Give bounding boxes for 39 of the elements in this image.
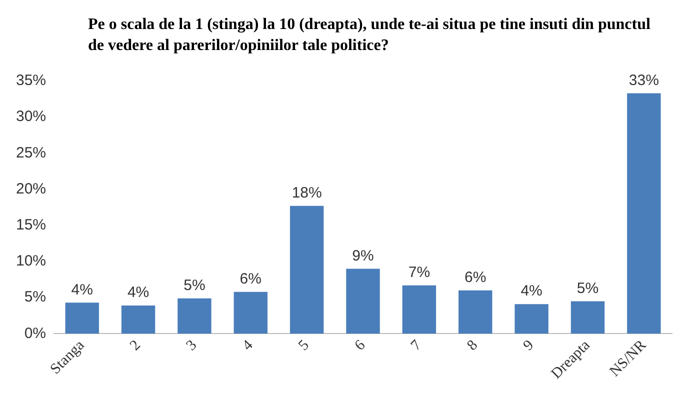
data-label: 18% bbox=[292, 184, 322, 202]
bar bbox=[627, 93, 661, 334]
x-tick-label: 8 bbox=[464, 337, 481, 354]
chart-title: Pe o scala de la 1 (stinga) la 10 (dreapta), unde te-ai situa pe tine insuti din punctul de vedere al parerilor/opiniilor tale politice? bbox=[87, 15, 652, 56]
x-tick-label: 2 bbox=[127, 337, 144, 354]
data-label: 33% bbox=[628, 72, 659, 89]
x-tick-label: 6 bbox=[352, 337, 369, 354]
bar bbox=[570, 301, 605, 334]
bar bbox=[402, 285, 436, 334]
y-tick-label: 25% bbox=[16, 144, 46, 162]
data-label: 5% bbox=[184, 276, 206, 294]
y-tick-label: 15% bbox=[16, 216, 46, 234]
bar bbox=[234, 292, 268, 334]
bar bbox=[65, 302, 99, 334]
bar bbox=[290, 206, 324, 334]
data-label: 9% bbox=[352, 247, 374, 264]
bar bbox=[346, 268, 380, 334]
x-tick-label: 9 bbox=[520, 337, 538, 354]
data-label: 7% bbox=[408, 264, 430, 281]
bar bbox=[121, 306, 156, 334]
y-tick-label: 30% bbox=[16, 108, 46, 126]
y-tick-label: 10% bbox=[16, 252, 46, 270]
x-tick-label: 4 bbox=[240, 337, 257, 354]
data-label: 5% bbox=[576, 280, 599, 297]
data-label: 4% bbox=[127, 284, 150, 302]
y-tick-label: 0% bbox=[24, 324, 46, 342]
y-tick-label: 5% bbox=[24, 288, 46, 306]
y-tick-label: 20% bbox=[16, 180, 46, 198]
data-label: 6% bbox=[240, 270, 262, 288]
data-label: 6% bbox=[464, 269, 486, 286]
bar bbox=[458, 290, 492, 334]
x-tick-label: 5 bbox=[296, 337, 312, 354]
data-label: 4% bbox=[520, 282, 542, 300]
bar bbox=[514, 304, 548, 334]
data-label: 4% bbox=[71, 281, 93, 298]
x-tick-label: 7 bbox=[408, 337, 426, 354]
bar bbox=[178, 298, 212, 334]
y-tick-label: 35% bbox=[16, 72, 46, 90]
x-tick-label: 3 bbox=[183, 337, 200, 354]
